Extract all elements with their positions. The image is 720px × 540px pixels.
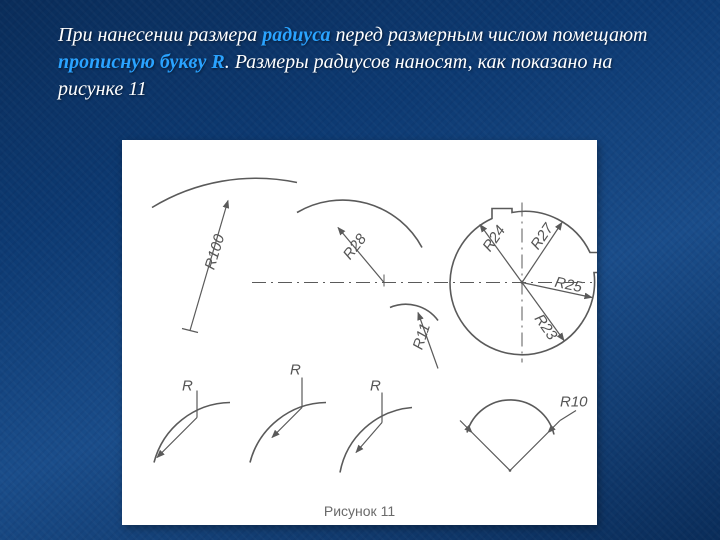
- caption-part-1: При нанесении размера: [58, 24, 262, 46]
- label-r25: R25: [553, 274, 584, 296]
- caption-part-2: перед размерным числом помещают: [331, 24, 648, 46]
- figure-caption: Рисунок 11: [122, 503, 597, 519]
- label-r100: R100: [202, 232, 229, 272]
- label-r24: R24: [479, 222, 509, 254]
- figure-frame: R100 R28 R24 R27 R25 R23 R11: [122, 140, 597, 525]
- label-r10: R10: [560, 394, 588, 411]
- caption-text: При нанесении размера радиуса перед разм…: [40, 22, 680, 103]
- label-r-2: R: [290, 362, 301, 379]
- label-r-1: R: [182, 378, 193, 395]
- label-r-3: R: [370, 378, 381, 395]
- radius-diagram: R100 R28 R24 R27 R25 R23 R11: [122, 140, 597, 525]
- caption-highlight-1: радиуса: [262, 24, 330, 46]
- caption-highlight-2: прописную букву R: [58, 51, 225, 73]
- label-r23: R23: [531, 311, 561, 344]
